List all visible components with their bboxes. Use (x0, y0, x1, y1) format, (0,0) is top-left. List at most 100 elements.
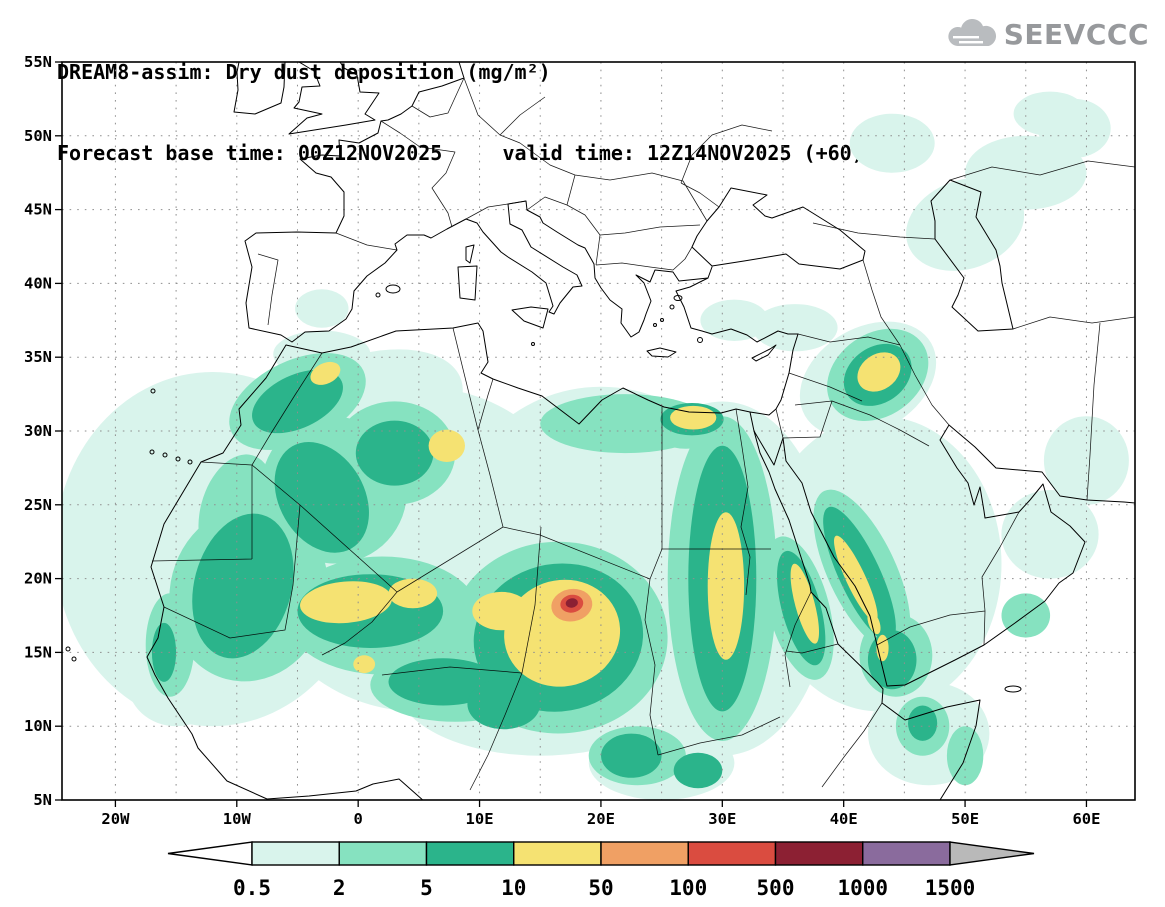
cloud-icon (948, 18, 996, 47)
colorbar-segment (600, 841, 689, 866)
dust-region (670, 405, 717, 430)
island-sardinia (457, 265, 478, 301)
dust-region (428, 429, 465, 462)
colorbar-label: 100 (669, 876, 707, 900)
dust-region (1013, 91, 1087, 136)
x-axis-label: 50E (951, 810, 979, 828)
island-socotra (1004, 685, 1022, 693)
colorbar-segment (338, 841, 428, 866)
dust-region (1043, 416, 1129, 505)
y-axis-label: 10N (24, 717, 52, 735)
island-ibiza (375, 292, 381, 298)
dust-region (355, 420, 434, 486)
island-corsica (465, 244, 475, 264)
island-malta (531, 342, 535, 346)
y-axis-label: 55N (24, 55, 52, 71)
colorbar-label: 1000 (837, 876, 888, 900)
colorbar-label: 0.5 (233, 876, 271, 900)
y-axis-label: 40N (24, 274, 52, 292)
nile-river (735, 408, 751, 596)
x-axis-label: 20E (587, 810, 615, 828)
coast-britain (288, 62, 380, 135)
island-chios (669, 304, 675, 310)
y-axis-label: 35N (24, 348, 52, 366)
colorbar-segment (425, 841, 515, 866)
y-axis-label: 15N (24, 643, 52, 661)
dust-region (151, 622, 177, 682)
coast-sinai (753, 430, 784, 466)
x-axis-label: 40E (830, 810, 858, 828)
island-mallorca (385, 284, 401, 294)
dust-region (752, 304, 838, 352)
dust-region (388, 578, 438, 609)
dust-region (857, 352, 901, 392)
y-axis-label: 30N (24, 422, 52, 440)
colorbar-label: 500 (757, 876, 795, 900)
dust-region (565, 598, 578, 608)
x-axis-label: 10W (223, 810, 252, 828)
x-axis-label: 30E (708, 810, 736, 828)
dust-region (295, 289, 349, 328)
y-axis-label: 20N (24, 570, 52, 588)
island-crete (646, 347, 677, 358)
colorbar-arrow-right (949, 841, 1035, 866)
coast-levant-north-africa-west-africa (146, 322, 799, 800)
dust-region (300, 581, 392, 624)
x-axis-label: 10E (466, 810, 494, 828)
colorbar-arrow-left (167, 841, 253, 866)
chart-title: DREAM8-assim: Dry dust deposition (mg/m²… (57, 60, 551, 84)
dust-region (310, 361, 341, 385)
island-sicily (511, 306, 549, 329)
dust-region (908, 705, 938, 741)
island-cape-verde-2 (71, 656, 77, 662)
y-axis-label: 25N (24, 496, 52, 514)
island-canary-2 (162, 452, 168, 458)
coast-europe-atlantic-mediterranean (244, 62, 713, 343)
colorbar-segment (513, 841, 602, 866)
island-cyprus (751, 344, 777, 362)
colorbar-label: 1500 (925, 876, 976, 900)
dust-region (472, 591, 531, 631)
dust-region (353, 655, 376, 674)
colorbar-label: 2 (333, 876, 346, 900)
island-cyclades-1 (653, 323, 657, 327)
colorbar-label: 10 (501, 876, 526, 900)
dust-deposition-field (62, 91, 1129, 800)
axes: 20W 10W 0 10E 20E 30E 40E 50E 60E 55N 50N 45N 40N 35N… (24, 55, 1100, 828)
island-rhodes (697, 337, 703, 343)
x-axis-label: 60E (1072, 810, 1100, 828)
x-axis-label: 20W (101, 810, 130, 828)
y-axis-label: 50N (24, 127, 52, 145)
dust-region (252, 369, 343, 434)
coast-ireland (233, 62, 286, 115)
logo-text: SEEVCCC (1003, 17, 1149, 51)
island-lesbos (673, 295, 683, 301)
dust-region (601, 733, 662, 778)
dust-region (673, 752, 723, 789)
colorbar-segment (862, 841, 951, 866)
island-madeira (150, 388, 156, 394)
colorbar: 0.5 2 5 10 50 100 500 1000 1500 (167, 841, 1035, 900)
dust-region (192, 513, 294, 659)
dust-region (467, 679, 541, 730)
colorbar-label: 5 (420, 876, 433, 900)
seevccc-logo: SEEVCCC (943, 16, 1149, 52)
dust-region (388, 658, 498, 706)
coast-caspian-sea (930, 179, 1014, 332)
grid-lines (62, 62, 1135, 800)
island-cyclades-2 (660, 318, 664, 322)
colorbar-label: 50 (588, 876, 613, 900)
dust-region (700, 299, 769, 341)
colorbar-segment (251, 841, 340, 866)
chart-subtitle: Forecast base time: 00Z12NOV2025 valid t… (57, 141, 864, 165)
y-axis-label: 45N (24, 201, 52, 219)
y-axis-label: 5N (33, 791, 52, 809)
dust-region (790, 563, 820, 644)
coast-arabia-gulf-iran (782, 424, 1135, 687)
island-canary-1 (149, 449, 155, 455)
island-canary-4 (187, 459, 193, 465)
dust-region (707, 512, 745, 660)
map: 20W 10W 0 10E 20E 30E 40E 50E 60E 55N 50N 45N 40N 35N… (24, 55, 1136, 828)
colorbar-segment (774, 841, 864, 866)
